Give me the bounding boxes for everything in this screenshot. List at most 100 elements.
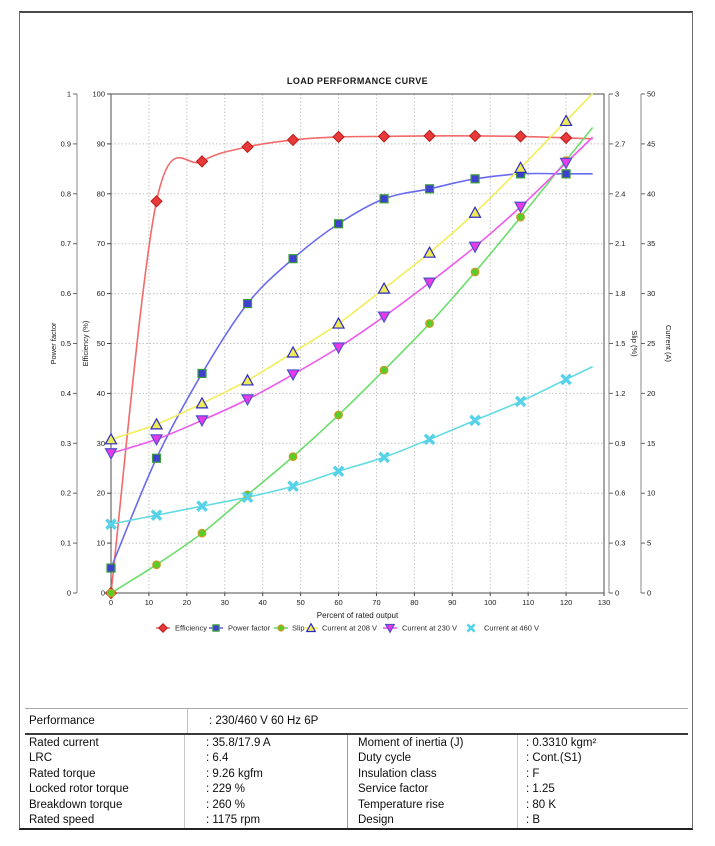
current-axis: 0 5 10 15 20 25 30 35 40 45 50 Current (A) (640, 90, 673, 598)
spec-value: : 9.26 kgfm (206, 767, 263, 780)
spec-table: Performance : 230/460 V 60 Hz 6P Rated c… (25, 708, 688, 828)
spec-label: Breakdown torque (25, 797, 185, 813)
page-frame: LOAD PERFORMANCE CURVE 0 10 20 30 40 50 60 70 80 9… (19, 11, 693, 830)
svg-text:0.2: 0.2 (61, 489, 71, 498)
svg-text:10: 10 (97, 539, 105, 548)
performance-value: : 230/460 V 60 Hz 6P (209, 715, 319, 727)
series-line-current-at-460-v (111, 365, 593, 525)
svg-text:40: 40 (259, 598, 267, 607)
series-line-current-at-208-v (111, 93, 594, 441)
power-factor-axis: 0 0.1 0.2 0.3 0.4 0.5 0.6 0.7 0.8 0.9 1 Power facto… (49, 90, 78, 598)
svg-text:20: 20 (647, 389, 655, 398)
spec-value: : 6.4 (206, 752, 229, 765)
svg-text:Current at 208 V: Current at 208 V (322, 624, 377, 633)
x-axis: 0 10 20 30 40 50 60 70 80 90 100 110 120 130 Percent o… (109, 593, 610, 620)
svg-text:0.4: 0.4 (61, 389, 71, 398)
slip-axis: 0 0.3 0.6 0.9 1.2 1.5 1.8 2.1 2.4 2.7 3 Slip (%) (608, 90, 639, 598)
svg-text:30: 30 (97, 439, 105, 448)
performance-row: Performance : 230/460 V 60 Hz 6P (25, 709, 688, 735)
svg-text:Efficiency (%): Efficiency (%) (81, 320, 90, 366)
svg-text:80: 80 (410, 598, 418, 607)
spec-label: Rated torque (25, 766, 185, 782)
svg-text:0.6: 0.6 (615, 489, 625, 498)
series-markers-current-at-208-v (104, 114, 573, 445)
svg-text:Current (A): Current (A) (664, 325, 673, 363)
spec-label: LRC (25, 750, 185, 766)
svg-text:5: 5 (647, 539, 651, 548)
svg-text:Slip (%): Slip (%) (630, 330, 639, 357)
svg-text:60: 60 (97, 289, 105, 298)
svg-text:LOAD PERFORMANCE CURVE: LOAD PERFORMANCE CURVE (287, 76, 428, 86)
svg-text:70: 70 (97, 239, 105, 248)
spec-label: Design (348, 812, 518, 828)
svg-text:0.9: 0.9 (61, 139, 71, 148)
spec-rows-left: Rated current: 35.8/17.9 A LRC: 6.4 Rated … (25, 735, 348, 828)
spec-label: Moment of inertia (J) (348, 735, 518, 751)
svg-text:120: 120 (560, 598, 573, 607)
spec-label: Service factor (348, 781, 518, 797)
svg-text:1.5: 1.5 (615, 339, 625, 348)
svg-text:70: 70 (372, 598, 380, 607)
spec-label: Temperature rise (348, 797, 518, 813)
chart-area: LOAD PERFORMANCE CURVE 0 10 20 30 40 50 60 70 80 9… (20, 60, 692, 650)
svg-text:Percent of rated output: Percent of rated output (317, 611, 399, 620)
svg-text:Efficiency: Efficiency (175, 624, 207, 633)
svg-text:0: 0 (109, 598, 113, 607)
svg-text:0.8: 0.8 (61, 189, 71, 198)
spec-value: : 35.8/17.9 A (206, 736, 271, 749)
spec-value: : 0.3310 kgm² (526, 736, 597, 749)
svg-text:20: 20 (183, 598, 191, 607)
svg-text:0.7: 0.7 (61, 239, 71, 248)
spec-value: : 1.25 (526, 783, 555, 796)
spec-row: Insulation class: F (348, 766, 688, 782)
svg-text:Slip: Slip (292, 624, 305, 633)
svg-text:50: 50 (296, 598, 304, 607)
svg-text:15: 15 (647, 439, 655, 448)
svg-text:1.8: 1.8 (615, 289, 625, 298)
spec-label: Locked rotor torque (25, 781, 185, 797)
spec-row: Duty cycle : Cont.(S1) (348, 750, 688, 766)
spec-row: LRC : 6.4 (25, 750, 347, 766)
spec-label: Duty cycle (348, 750, 518, 766)
svg-text:10: 10 (145, 598, 153, 607)
spec-value: : Cont.(S1) (526, 752, 582, 765)
svg-text:0.3: 0.3 (61, 439, 71, 448)
spec-value: : 260 % (206, 798, 245, 811)
svg-text:2.1: 2.1 (615, 239, 625, 248)
svg-text:60: 60 (334, 598, 342, 607)
svg-text:45: 45 (647, 139, 655, 148)
svg-text:0.3: 0.3 (615, 539, 625, 548)
svg-text:1: 1 (67, 90, 71, 99)
spec-row: Service factor : 1.25 (348, 781, 688, 797)
spec-label: Rated speed (25, 812, 185, 828)
svg-text:130: 130 (598, 598, 611, 607)
svg-text:Current at 230 V: Current at 230 V (402, 624, 457, 633)
series-line-power-factor (111, 172, 593, 569)
spec-row: Breakdown torque : 260 % (25, 797, 347, 813)
spec-row: Rated speed: 1175 rpm (25, 812, 347, 828)
spec-grid: Rated current: 35.8/17.9 A LRC: 6.4 Rated … (25, 735, 688, 828)
spec-row: Temperature rise: 80 K (348, 797, 688, 813)
svg-text:0: 0 (647, 589, 651, 598)
spec-row: Locked rotor torque : 229 % (25, 781, 347, 797)
svg-text:50: 50 (647, 90, 655, 99)
svg-text:80: 80 (97, 189, 105, 198)
series-markers-power-factor (106, 169, 571, 573)
svg-text:3: 3 (615, 90, 619, 99)
chart-legend: Efficiency Power factor Slip Current at 208… (156, 622, 539, 634)
svg-text:0.5: 0.5 (61, 339, 71, 348)
svg-text:20: 20 (97, 489, 105, 498)
spec-value: : 229 % (206, 783, 245, 796)
svg-text:110: 110 (522, 598, 534, 607)
svg-text:40: 40 (97, 389, 105, 398)
svg-text:0.6: 0.6 (61, 289, 71, 298)
spec-row: Rated torque : 9.26 kgfm (25, 766, 347, 782)
svg-text:0.9: 0.9 (615, 439, 625, 448)
svg-text:100: 100 (92, 90, 105, 99)
spec-value: : F (526, 767, 540, 780)
svg-text:30: 30 (647, 289, 655, 298)
series-line-slip (111, 127, 594, 594)
spec-row: Rated current: 35.8/17.9 A (25, 735, 347, 751)
svg-text:Current at 460 V: Current at 460 V (484, 624, 539, 633)
